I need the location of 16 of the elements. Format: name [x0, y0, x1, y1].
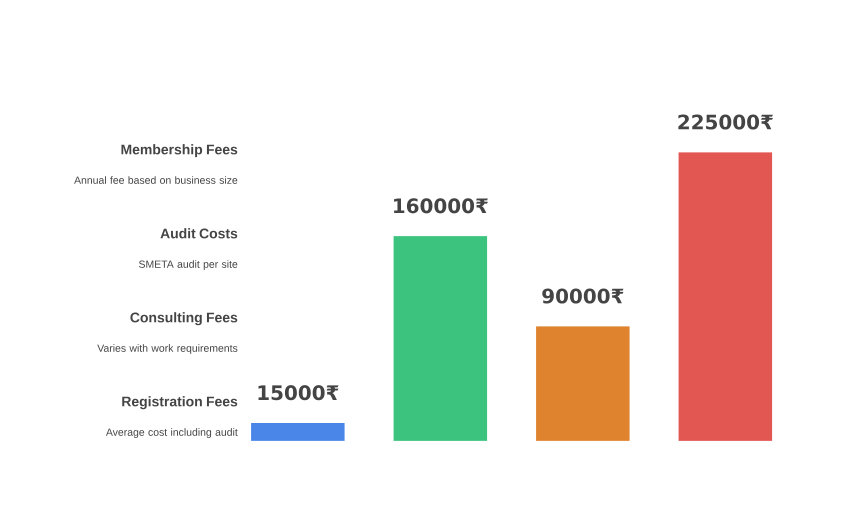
annotation: Audit Costs — [160, 228, 238, 238]
data-label: 15000₹ — [258, 385, 338, 400]
annotation: Average cost including audit — [106, 428, 238, 438]
bar — [392, 234, 489, 442]
bar — [250, 422, 346, 442]
data-label: 160000₹ — [394, 198, 488, 214]
bar — [534, 324, 632, 442]
bar — [677, 150, 774, 442]
data-label: 90000₹ — [542, 288, 624, 304]
data-label: 225000₹ — [678, 114, 773, 130]
annotation: Varies with work requirements — [97, 344, 238, 354]
annotation: Consulting Fees — [130, 312, 238, 326]
annotation: Annual fee based on business size — [74, 176, 238, 184]
annotation: Registration Fees — [122, 396, 238, 410]
annotation: Membership Fees — [121, 144, 238, 158]
annotation: SMETA audit per site — [138, 260, 238, 270]
